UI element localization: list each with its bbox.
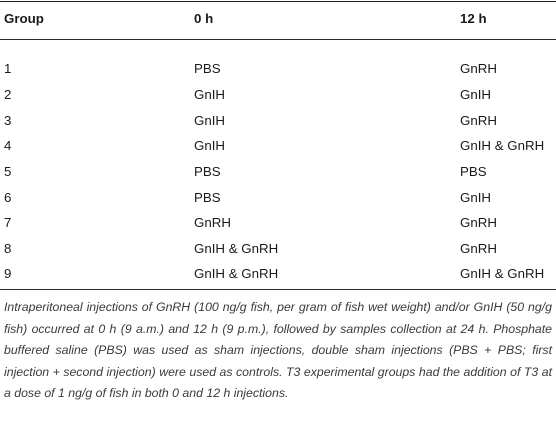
- table-header-row: Group 0 h 12 h: [0, 6, 556, 32]
- cell-group: 6: [4, 190, 12, 205]
- table-row: 5 PBS PBS: [0, 159, 556, 185]
- cell-0h: PBS: [194, 164, 221, 179]
- cell-0h: GnIH: [194, 87, 226, 102]
- cell-12h: GnRH: [460, 61, 497, 76]
- table-row: 2 GnIH GnIH: [0, 82, 556, 108]
- cell-group: 8: [4, 241, 12, 256]
- table-row: 3 GnIH GnRH: [0, 108, 556, 134]
- cell-0h: GnIH & GnRH: [194, 266, 279, 281]
- cell-12h: GnIH & GnRH: [460, 138, 545, 153]
- cell-12h: GnIH & GnRH: [460, 266, 545, 281]
- cell-12h: GnIH: [460, 87, 492, 102]
- cell-12h: GnRH: [460, 113, 497, 128]
- table-row: 1 PBS GnRH: [0, 56, 556, 82]
- cell-group: 9: [4, 266, 12, 281]
- cell-group: 7: [4, 215, 12, 230]
- header-0h: 0 h: [194, 11, 214, 26]
- cell-12h: PBS: [460, 164, 487, 179]
- cell-0h: PBS: [194, 61, 221, 76]
- cell-group: 2: [4, 87, 12, 102]
- table-bottom-rule: [0, 289, 556, 290]
- cell-0h: PBS: [194, 190, 221, 205]
- table-top-rule: [0, 1, 556, 2]
- table-row: 9 GnIH & GnRH GnIH & GnRH: [0, 261, 556, 287]
- cell-0h: GnRH: [194, 215, 231, 230]
- cell-group: 5: [4, 164, 12, 179]
- cell-12h: GnRH: [460, 241, 497, 256]
- table-row: 7 GnRH GnRH: [0, 210, 556, 236]
- cell-group: 4: [4, 138, 12, 153]
- cell-0h: GnIH & GnRH: [194, 241, 279, 256]
- table-row: 4 GnIH GnIH & GnRH: [0, 133, 556, 159]
- cell-group: 1: [4, 61, 12, 76]
- cell-0h: GnIH: [194, 138, 226, 153]
- header-12h: 12 h: [460, 11, 487, 26]
- table-header-rule: [0, 39, 556, 40]
- cell-12h: GnRH: [460, 215, 497, 230]
- table-footnote: Intraperitoneal injections of GnRH (100 …: [4, 300, 552, 400]
- cell-12h: GnIH: [460, 190, 492, 205]
- table-row: 8 GnIH & GnRH GnRH: [0, 236, 556, 262]
- header-group: Group: [4, 11, 44, 26]
- cell-0h: GnIH: [194, 113, 226, 128]
- table-row: 6 PBS GnIH: [0, 185, 556, 211]
- cell-group: 3: [4, 113, 12, 128]
